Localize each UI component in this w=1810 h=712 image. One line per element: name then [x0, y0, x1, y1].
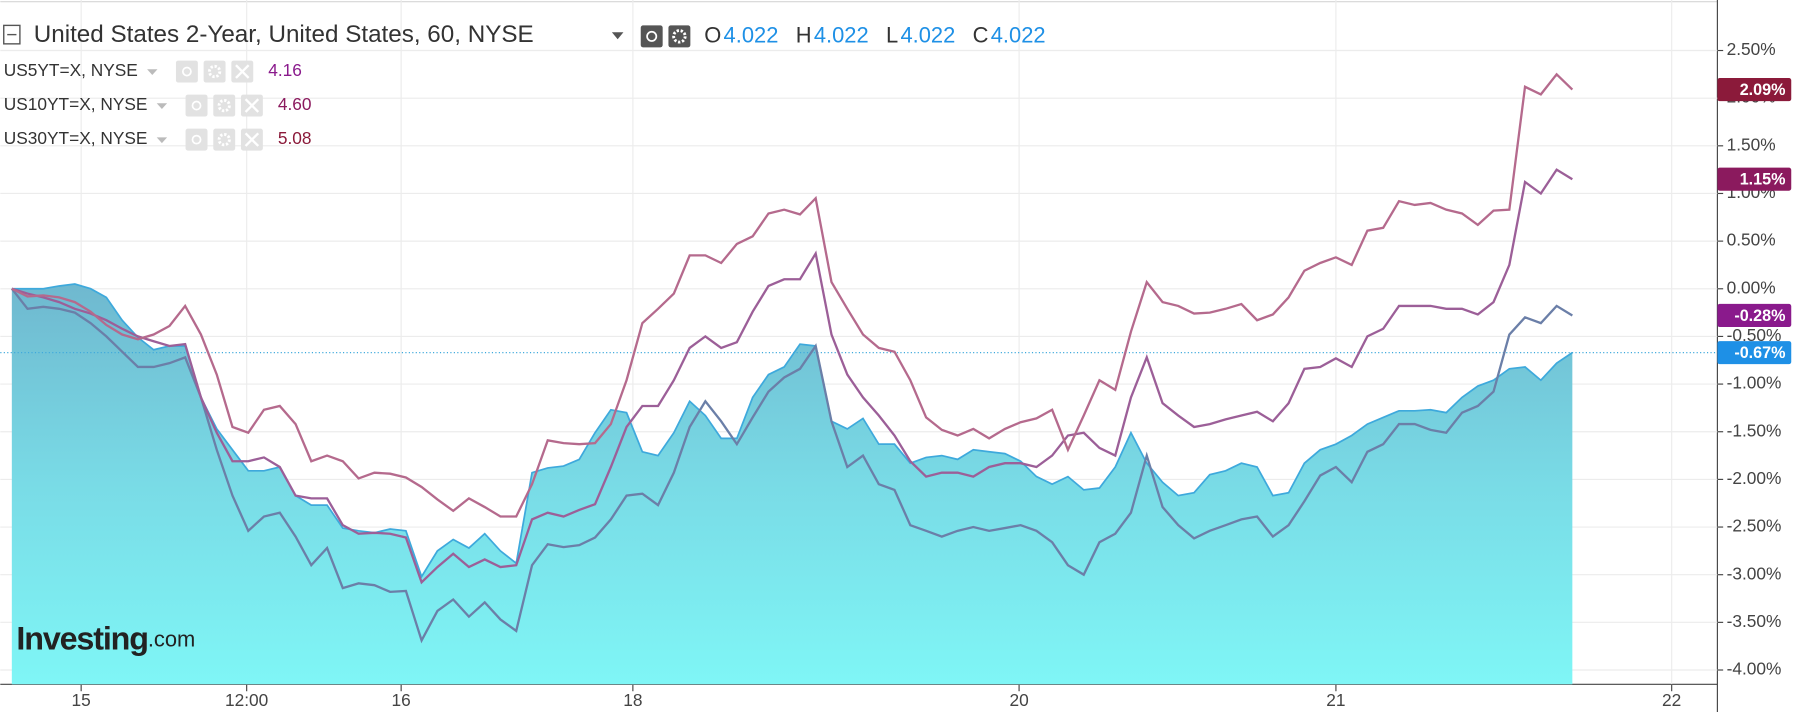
last-value-tags: -0.67% -0.28% 1.15% 2.09% — [1717, 78, 1792, 365]
area-fill — [11, 283, 1573, 685]
eye-icon-pupil — [646, 30, 658, 42]
legend-dropdown[interactable] — [156, 103, 168, 110]
legend: US5YT=X, NYSE 4.16 US10YT=X, NYSE 4.60 US30Y… — [4, 60, 312, 151]
remove-icon-cross — [244, 132, 260, 147]
eye-icon-glyph — [191, 100, 202, 111]
x-tick-label: 18 — [623, 690, 642, 710]
legend-value: 4.16 — [268, 60, 302, 80]
y-tick-label: -3.50% — [1727, 611, 1782, 631]
y-tick-label: 0.00% — [1727, 277, 1776, 297]
legend-name: US10YT=X, NYSE — [4, 94, 148, 114]
y-tick-label: -1.00% — [1727, 373, 1782, 393]
eye-icon-glyph — [191, 134, 202, 145]
plot — [0, 72, 1718, 685]
y-tick-label: -4.00% — [1727, 659, 1782, 679]
legend-dropdown[interactable] — [156, 137, 168, 144]
x-tick-label: 20 — [1009, 690, 1028, 710]
last-value-tag — [1717, 303, 1792, 328]
x-tick-label: 15 — [72, 690, 91, 710]
logo-suffix: .com — [148, 626, 195, 651]
collapse-icon[interactable] — [3, 24, 21, 45]
ohlc: O 4.022 H 4.022 L 4.022 C 4.022 — [704, 23, 1045, 48]
eye-icon-glyph — [181, 66, 192, 77]
x-tick-label: 21 — [1326, 690, 1345, 710]
settings-icon[interactable] — [668, 25, 691, 48]
y-tick-label: -0.50% — [1727, 325, 1782, 345]
eye-icon[interactable] — [185, 128, 208, 151]
chart-title: United States 2-Year, United States, 60,… — [34, 21, 534, 48]
last-value-label: -0.67% — [1734, 344, 1785, 362]
title-dropdown[interactable] — [611, 32, 624, 40]
settings-icon[interactable] — [203, 60, 226, 83]
last-value-label: -0.28% — [1734, 307, 1785, 325]
x-tick-label: 22 — [1662, 690, 1681, 710]
eye-icon[interactable] — [175, 60, 198, 83]
last-value-label: 1.15% — [1740, 171, 1786, 189]
legend-dropdown[interactable] — [147, 69, 158, 76]
series-line — [11, 72, 1574, 518]
last-value-tag — [1717, 341, 1792, 365]
y-tick-label: -1.50% — [1727, 420, 1782, 440]
overlay: United States 2-Year, United States, 60,… — [3, 21, 1046, 656]
y-tick-label: 1.50% — [1727, 134, 1776, 154]
last-value-tag — [1717, 78, 1792, 102]
ohlc-value: 4.022 — [814, 23, 869, 48]
legend-name: US5YT=X, NYSE — [4, 60, 138, 80]
settings-icon-gear — [672, 29, 687, 44]
eye-icon[interactable] — [640, 25, 663, 48]
y-tick-label: -3.00% — [1727, 563, 1782, 583]
ohlc-label: O — [704, 23, 721, 48]
logo: Investing.com — [16, 620, 195, 656]
last-value-label: 2.09% — [1740, 81, 1786, 99]
x-tick-label: 12:00 — [225, 690, 268, 710]
settings-icon-glyph — [217, 98, 231, 113]
ohlc-label: C — [973, 23, 989, 48]
remove-icon-cross — [244, 98, 260, 113]
y-tick-label: -2.00% — [1727, 468, 1782, 488]
y-tick-label: 0.50% — [1727, 230, 1776, 250]
remove-icon-cross — [235, 64, 250, 79]
y-tick-label: -2.50% — [1727, 516, 1782, 536]
logo-brand: Investing — [16, 620, 147, 656]
legend-value: 4.60 — [278, 94, 312, 114]
legend-name: US30YT=X, NYSE — [4, 128, 148, 148]
series-line — [11, 168, 1573, 585]
x-tick-label: 16 — [392, 690, 411, 710]
ohlc-label: L — [886, 23, 898, 48]
last-value-tag — [1717, 167, 1792, 191]
ohlc-label: H — [796, 23, 812, 48]
settings-icon[interactable] — [213, 128, 236, 151]
legend-value: 5.08 — [278, 128, 312, 148]
series-line — [10, 288, 1573, 644]
y-tick-label: 2.50% — [1727, 39, 1776, 59]
area-line — [11, 283, 1573, 579]
ohlc-value: 4.022 — [724, 23, 779, 48]
settings-icon[interactable] — [213, 94, 236, 117]
eye-icon[interactable] — [185, 94, 208, 117]
ohlc-value: 4.022 — [900, 23, 955, 48]
ohlc-value: 4.022 — [991, 23, 1046, 48]
